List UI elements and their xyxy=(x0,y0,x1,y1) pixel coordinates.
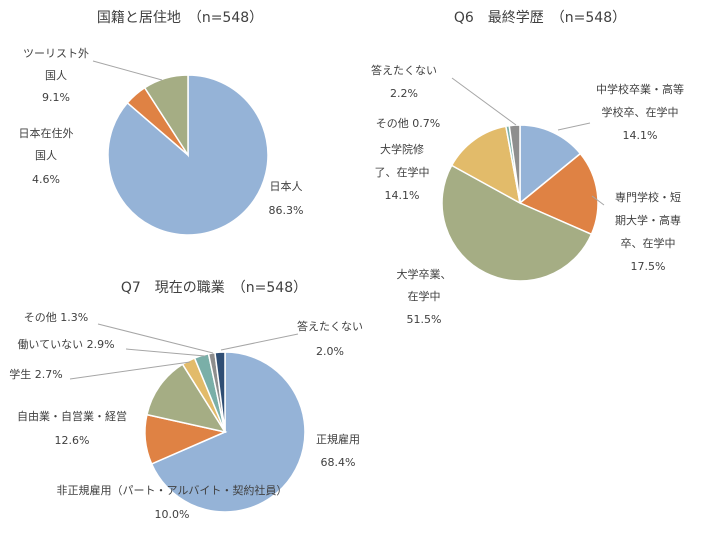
pie-slice xyxy=(441,164,593,282)
pie-slice xyxy=(214,351,226,433)
data-label: 自由業・自営業・経営 xyxy=(17,409,127,423)
pie-slice xyxy=(519,124,582,205)
data-label: 14.1% xyxy=(623,129,658,142)
data-label: 国人 xyxy=(35,149,57,162)
data-label: 14.1% xyxy=(385,189,420,202)
data-label: 期大学・高専 xyxy=(615,213,681,227)
leader-line xyxy=(557,122,591,131)
data-label: 大学卒業、 xyxy=(397,267,452,281)
data-label: 学校卒、在学中 xyxy=(602,105,679,119)
data-label: 答えたくない xyxy=(371,63,437,77)
data-label: 正規雇用 xyxy=(316,432,360,446)
data-label: その他 0.7% xyxy=(376,117,440,130)
data-label: 働いていない 2.9% xyxy=(17,338,114,351)
data-label: 大学院修 xyxy=(380,142,424,156)
leader-line xyxy=(220,333,299,351)
data-label: ツーリスト外 xyxy=(23,47,89,60)
data-label: 9.1% xyxy=(42,91,70,104)
chart-title: 国籍と居住地 （n=548） xyxy=(97,9,263,26)
pie-slice xyxy=(508,124,521,204)
data-label: 在学中 xyxy=(408,289,441,303)
chart-title: Q6 最終学歴 （n=548） xyxy=(454,10,626,26)
data-label: 中学校卒業・高等 xyxy=(596,82,684,96)
pie-slice xyxy=(143,74,189,158)
data-label: 51.5% xyxy=(407,313,442,326)
data-label: 17.5% xyxy=(631,260,666,273)
data-label: 日本在住外 xyxy=(19,126,74,140)
pie-slice xyxy=(146,363,227,434)
data-label: 86.3% xyxy=(269,204,304,217)
data-label: 了、在学中 xyxy=(375,165,430,179)
leader-line xyxy=(451,77,517,126)
data-label: 専門学校・短 xyxy=(615,190,681,204)
chart-title: Q7 現在の職業 （n=548） xyxy=(121,280,307,296)
data-label: その他 1.3% xyxy=(24,311,88,324)
data-label: 国人 xyxy=(45,69,67,82)
data-label: 非正規雇用（パート・アルバイト・契約社員） xyxy=(57,483,288,497)
leader-line xyxy=(97,323,214,354)
pie-chart-1: 国籍と居住地 （n=548）日本人86.3%日本在住外国人4.6%ツーリスト外国… xyxy=(19,9,304,236)
pie-slice xyxy=(450,125,522,205)
leader-line xyxy=(125,348,206,357)
pie-slice xyxy=(518,152,599,236)
pie-slice xyxy=(150,351,306,513)
data-label: 日本人 xyxy=(270,179,303,193)
data-label: 10.0% xyxy=(155,508,190,521)
data-label: 2.0% xyxy=(316,345,344,358)
data-label: 学生 2.7% xyxy=(9,367,62,381)
data-label: 卒、在学中 xyxy=(621,236,676,250)
data-label: 答えたくない xyxy=(297,319,363,333)
data-label: 2.2% xyxy=(390,87,418,100)
pie-chart-3: Q7 現在の職業 （n=548） 正規雇用 68.4% 非正規雇用（パート・アルバイト… xyxy=(9,280,363,521)
leader-line xyxy=(591,195,605,206)
data-label: 12.6% xyxy=(55,434,90,447)
data-label: 68.4% xyxy=(321,456,356,469)
leader-line xyxy=(92,60,163,81)
leader-line xyxy=(69,361,191,380)
data-label: 4.6% xyxy=(32,173,60,186)
